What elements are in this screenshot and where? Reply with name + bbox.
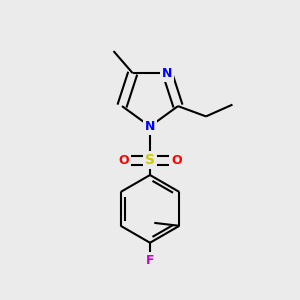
Text: N: N bbox=[162, 67, 172, 80]
Text: O: O bbox=[118, 154, 129, 167]
Text: S: S bbox=[145, 153, 155, 167]
Text: O: O bbox=[171, 154, 182, 167]
Text: N: N bbox=[145, 120, 155, 133]
Text: F: F bbox=[146, 254, 154, 267]
